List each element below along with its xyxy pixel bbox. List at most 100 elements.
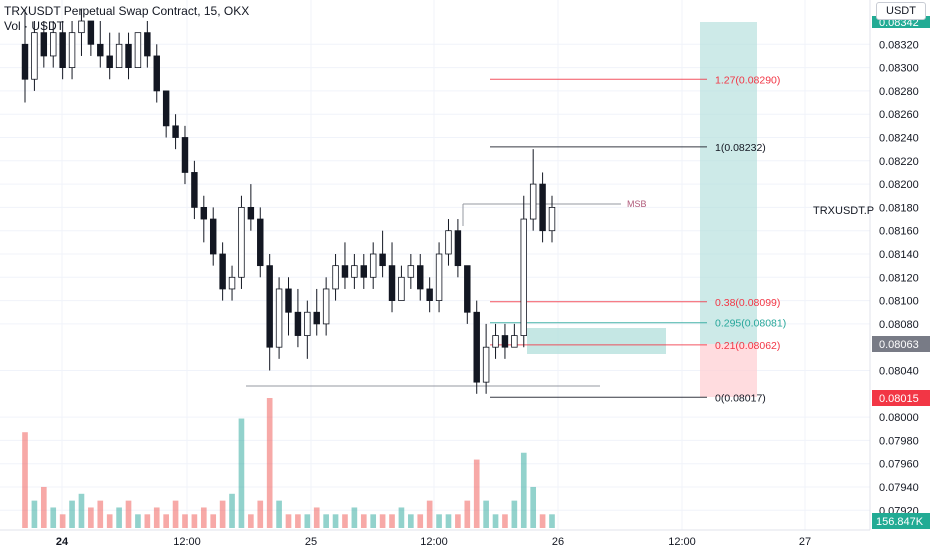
volume-bar [426, 500, 433, 528]
candle-body [97, 43, 104, 57]
volume-bar [266, 398, 273, 528]
volume-bar [40, 486, 47, 528]
price-tick-label: 0.07940 [879, 482, 919, 494]
current-price-badge [872, 336, 930, 352]
volume-bar [436, 514, 442, 528]
candle-body [332, 265, 339, 290]
price-tick-label: 0.08100 [879, 296, 919, 308]
volume-bar [229, 493, 235, 528]
candle-body [191, 172, 198, 208]
candle-body [539, 183, 546, 232]
candle-body [464, 265, 471, 313]
candle-body [21, 43, 29, 80]
time-axis-label: 25 [305, 536, 317, 548]
volume-bar [172, 500, 179, 528]
currency-button[interactable]: USDT [876, 2, 926, 20]
low-price-badge [872, 390, 930, 406]
candle-body [417, 265, 424, 290]
candle-body [426, 288, 433, 302]
candle-body [134, 32, 142, 69]
price-tick-label: 0.08300 [879, 63, 919, 75]
volume-bar [520, 452, 527, 528]
volume-bar [295, 514, 301, 528]
time-axis-label: 24 [56, 536, 69, 548]
candle-body [511, 335, 518, 348]
volume-bar [539, 514, 546, 528]
volume-bar [210, 514, 217, 528]
candle-body [247, 206, 255, 220]
volume-bar [276, 500, 282, 528]
candle-body [144, 32, 151, 57]
chart-legend: TRXUSDT Perpetual Swap Contract, 15, OKX… [4, 4, 249, 34]
volume-bar [389, 514, 395, 528]
volume-bar [370, 514, 377, 528]
candle-body [341, 265, 349, 278]
volume-bar [492, 514, 499, 528]
candle-body [322, 288, 330, 325]
candle-body [238, 206, 245, 278]
candle-body [115, 43, 123, 68]
volume-badge [872, 513, 930, 529]
long-position-target-zone [700, 22, 757, 344]
volume-bar [257, 500, 264, 528]
candle-body [275, 288, 283, 348]
volume-badge-label: 156.847K [876, 516, 924, 528]
volume-bar [106, 514, 113, 528]
volume-bar [323, 514, 329, 528]
candle-body [50, 32, 57, 57]
volume-bar [248, 514, 254, 528]
volume-bar [238, 418, 245, 528]
candle-body [454, 230, 462, 267]
price-tick-label: 0.08260 [879, 109, 919, 121]
price-tick-label: 0.08080 [879, 319, 919, 331]
volume-bar [473, 459, 480, 528]
symbol-title: TRXUSDT Perpetual Swap Contract, 15, OKX [4, 4, 250, 18]
price-tick-label: 0.08240 [879, 133, 919, 145]
candle-body [209, 218, 217, 255]
candle-body [407, 265, 415, 278]
volume-bar [153, 507, 160, 528]
candle-body [59, 32, 66, 69]
price-tick-label: 0.08140 [879, 249, 919, 261]
volume-bar [445, 514, 452, 528]
candle-body [351, 265, 358, 278]
price-tick-label: 0.08000 [879, 412, 919, 424]
candle-body [548, 206, 556, 232]
price-tick-label: 0.08040 [879, 366, 919, 378]
volume-bar [125, 500, 132, 528]
price-tick-label: 0.08180 [879, 202, 919, 214]
fib-level-label: 0.38(0.08099) [715, 297, 780, 309]
volume-bar [97, 500, 104, 528]
volume-bar [59, 514, 66, 528]
time-axis-label: 12:00 [420, 536, 448, 548]
volume-bar [342, 514, 348, 528]
candle-body [200, 206, 208, 220]
candle-body [125, 43, 132, 68]
candle-body [257, 218, 264, 267]
candle-body [228, 276, 236, 290]
candle-body [68, 32, 76, 69]
volume-bar [313, 507, 320, 528]
fib-level-label: 1(0.08232) [715, 142, 766, 154]
candle-body [153, 55, 160, 92]
price-tick-label: 0.08280 [879, 86, 919, 98]
top-price-badge-label: 0.08342 [879, 17, 919, 29]
price-tick-label: 0.08200 [879, 179, 919, 191]
candle-body [492, 335, 499, 348]
candle-body [379, 253, 386, 267]
volume-bar [50, 507, 57, 528]
volume-bar [511, 500, 518, 528]
candle-body [369, 253, 377, 278]
volume-bar [135, 514, 141, 528]
price-tick-label: 0.07980 [879, 435, 919, 447]
volume-legend: Vol · USDT [4, 19, 65, 33]
volume-bar [78, 493, 85, 528]
price-tick-label: 0.08160 [879, 226, 919, 238]
price-tick-label: 0.08120 [879, 272, 919, 284]
volume-bar [69, 500, 75, 528]
candle-body [435, 253, 443, 301]
candle-body [445, 230, 452, 255]
symbol-label: TRXUSDT.P [813, 205, 874, 217]
candle-body [529, 183, 537, 220]
